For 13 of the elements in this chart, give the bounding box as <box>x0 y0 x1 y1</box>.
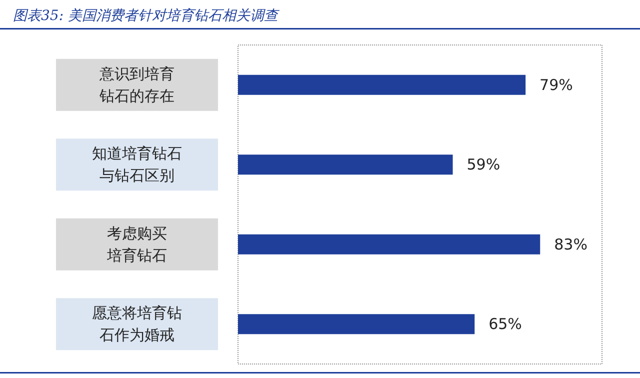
data-label: 79% <box>540 76 573 94</box>
bar <box>238 74 526 95</box>
y-tick-label: 愿意将培育钻石作为婚戒 <box>92 304 182 344</box>
data-label: 65% <box>488 315 522 334</box>
y-tick-label: 知道培育钻石与钻石区别 <box>92 144 182 185</box>
bar <box>238 314 475 334</box>
y-tick-label: 意识到培育钻石的存在 <box>98 64 174 105</box>
chart-title: 图表35: 美国消费者针对培育钻石相关调查 <box>13 7 280 24</box>
bar <box>238 234 540 254</box>
bar <box>238 154 453 175</box>
data-label: 59% <box>466 156 500 174</box>
y-tick-label: 考虑购买培育钻石 <box>106 224 167 264</box>
data-label: 83% <box>554 235 588 254</box>
